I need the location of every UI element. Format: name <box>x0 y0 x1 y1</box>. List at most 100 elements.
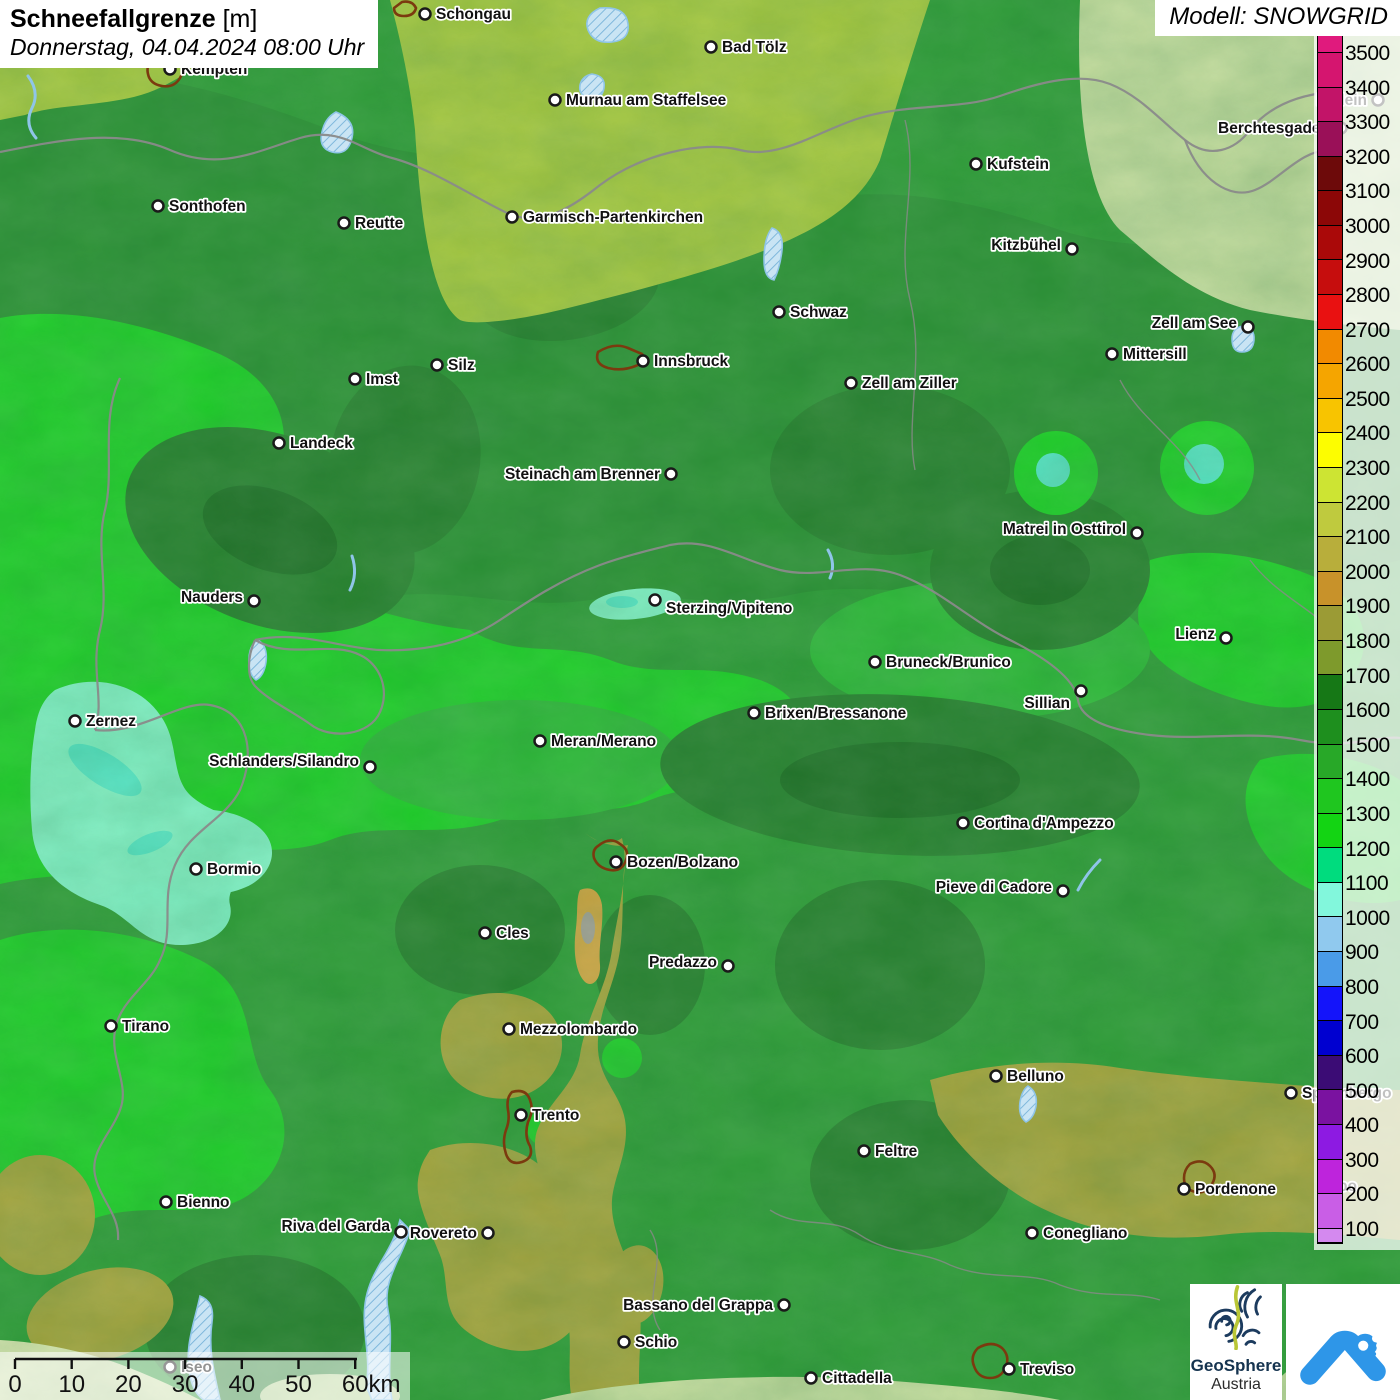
city-dot <box>247 594 261 608</box>
border-swiss-east <box>93 377 121 731</box>
city-marker: Sterzing/Vipiteno <box>648 593 794 619</box>
city-marker: Bormio <box>189 859 263 880</box>
legend-band <box>1318 364 1342 399</box>
city-dot <box>636 354 650 368</box>
city-marker: Schlanders/Silandro <box>207 751 377 774</box>
scale-tick-label: 10 <box>58 1371 85 1398</box>
legend-tick-label: 1500 <box>1345 733 1390 757</box>
city-dot <box>502 1022 516 1036</box>
city-marker: Schwaz <box>772 302 849 323</box>
city-label: Matrei in Osttirol <box>1003 521 1126 538</box>
title-text: Schneefallgrenze <box>10 5 216 33</box>
legend-color-bands <box>1317 32 1343 1244</box>
town-outline-trento <box>502 1089 533 1165</box>
geosphere-country: Austria <box>1211 1375 1261 1393</box>
legend-band <box>1318 744 1342 780</box>
city-marker: Bassano del Grappa <box>621 1295 791 1316</box>
city-label: Bassano del Grappa <box>623 1297 773 1314</box>
city-label: Predazzo <box>649 954 717 971</box>
legend-band <box>1318 33 1342 53</box>
city-label: Pieve di Cadore <box>936 879 1053 896</box>
city-dot <box>609 855 623 869</box>
border-austria-italy <box>254 542 1400 745</box>
lake-staffelsee <box>586 7 629 44</box>
city-marker: Schio <box>617 1332 679 1353</box>
legend-tick-label: 3400 <box>1345 76 1390 100</box>
legend-band <box>1318 156 1342 192</box>
city-marker: Mittersill <box>1105 344 1188 365</box>
legend-band <box>1318 709 1342 745</box>
lake-riegsee <box>578 73 606 100</box>
legend-tick-label: 800 <box>1345 975 1379 999</box>
legend-tick-label: 300 <box>1345 1148 1379 1172</box>
city-dot <box>159 1195 173 1209</box>
city-marker: Silz <box>430 355 477 376</box>
city-label: Belluno <box>1007 1068 1064 1085</box>
page-title: Schneefallgrenze [m] <box>10 5 364 34</box>
city-dot <box>1241 320 1255 334</box>
city-label: Silz <box>448 357 475 374</box>
geosphere-logo-box: GeoSphere Austria <box>1190 1284 1282 1400</box>
scale-tick-label: 30 <box>172 1371 199 1398</box>
city-dot <box>337 216 351 230</box>
legend-tick-label: 700 <box>1345 1010 1379 1034</box>
city-marker: Conegliano <box>1025 1223 1129 1244</box>
legend-band <box>1318 606 1342 641</box>
city-label: Treviso <box>1020 1361 1074 1378</box>
city-dot <box>430 358 444 372</box>
city-marker: Landeck <box>272 433 355 454</box>
city-dot <box>151 199 165 213</box>
city-marker: Steinach am Brenner <box>503 464 678 485</box>
border-swiss-italy <box>93 703 249 1241</box>
city-label: Mittersill <box>1123 346 1187 363</box>
city-marker: Brixen/Bressanone <box>747 703 908 724</box>
legend-band <box>1318 1228 1342 1243</box>
city-dot <box>648 593 662 607</box>
city-dot <box>348 372 362 386</box>
city-dot <box>1177 1182 1191 1196</box>
city-label: Zell am See <box>1152 315 1238 332</box>
city-dot <box>857 1144 871 1158</box>
city-dot <box>1056 884 1070 898</box>
legend-tick-label: 500 <box>1345 1079 1379 1103</box>
legend-band <box>1318 398 1342 434</box>
city-marker: Berchtesgaden <box>1216 118 1348 139</box>
city-label: Bruneck/Brunico <box>886 654 1011 671</box>
city-label: Lienz <box>1175 626 1215 643</box>
city-marker: Kufstein <box>969 154 1051 175</box>
city-dot <box>617 1335 631 1349</box>
city-marker: Cittadella <box>804 1368 894 1389</box>
city-marker: Mezzolombardo <box>502 1019 639 1040</box>
city-marker: Meran/Merano <box>533 731 658 752</box>
city-label: Schlanders/Silandro <box>209 753 359 770</box>
city-dot <box>1025 1226 1039 1240</box>
lake-santa-croce <box>1018 1085 1038 1123</box>
legend-band <box>1318 87 1342 123</box>
city-marker: Pieve di Cadore <box>934 877 1070 898</box>
legend-tick-label: 1100 <box>1345 872 1389 896</box>
scale-ticks: 0 10 20 30 40 50 60km <box>8 1359 401 1398</box>
city-label: Zell am Ziller <box>862 375 957 392</box>
legend-band <box>1318 779 1342 814</box>
legend-tick-label: 2100 <box>1345 526 1390 550</box>
scale-tick-label: 60km <box>342 1371 401 1398</box>
legend-band <box>1318 122 1342 157</box>
city-marker: Sonthofen <box>151 196 247 217</box>
city-label: Schwaz <box>790 304 847 321</box>
city-dot <box>969 157 983 171</box>
city-marker: Murnau am Staffelsee <box>548 90 728 111</box>
city-label: Trento <box>532 1107 579 1124</box>
river-lech <box>26 74 38 140</box>
legend-tick-label: 3500 <box>1345 42 1390 65</box>
city-label: Brixen/Bressanone <box>765 705 907 722</box>
legend-band <box>1318 571 1342 607</box>
legend-band <box>1318 1124 1342 1160</box>
city-label: Cortina d'Ampezzo <box>974 815 1114 832</box>
city-marker: Predazzo <box>647 952 735 973</box>
legend-tick-label: 900 <box>1345 941 1379 965</box>
city-marker: Garmisch-Partenkirchen <box>505 207 705 228</box>
legend-band <box>1318 1055 1342 1091</box>
scale-tick-label: 50 <box>285 1371 312 1398</box>
river-inn-upper <box>348 554 357 592</box>
